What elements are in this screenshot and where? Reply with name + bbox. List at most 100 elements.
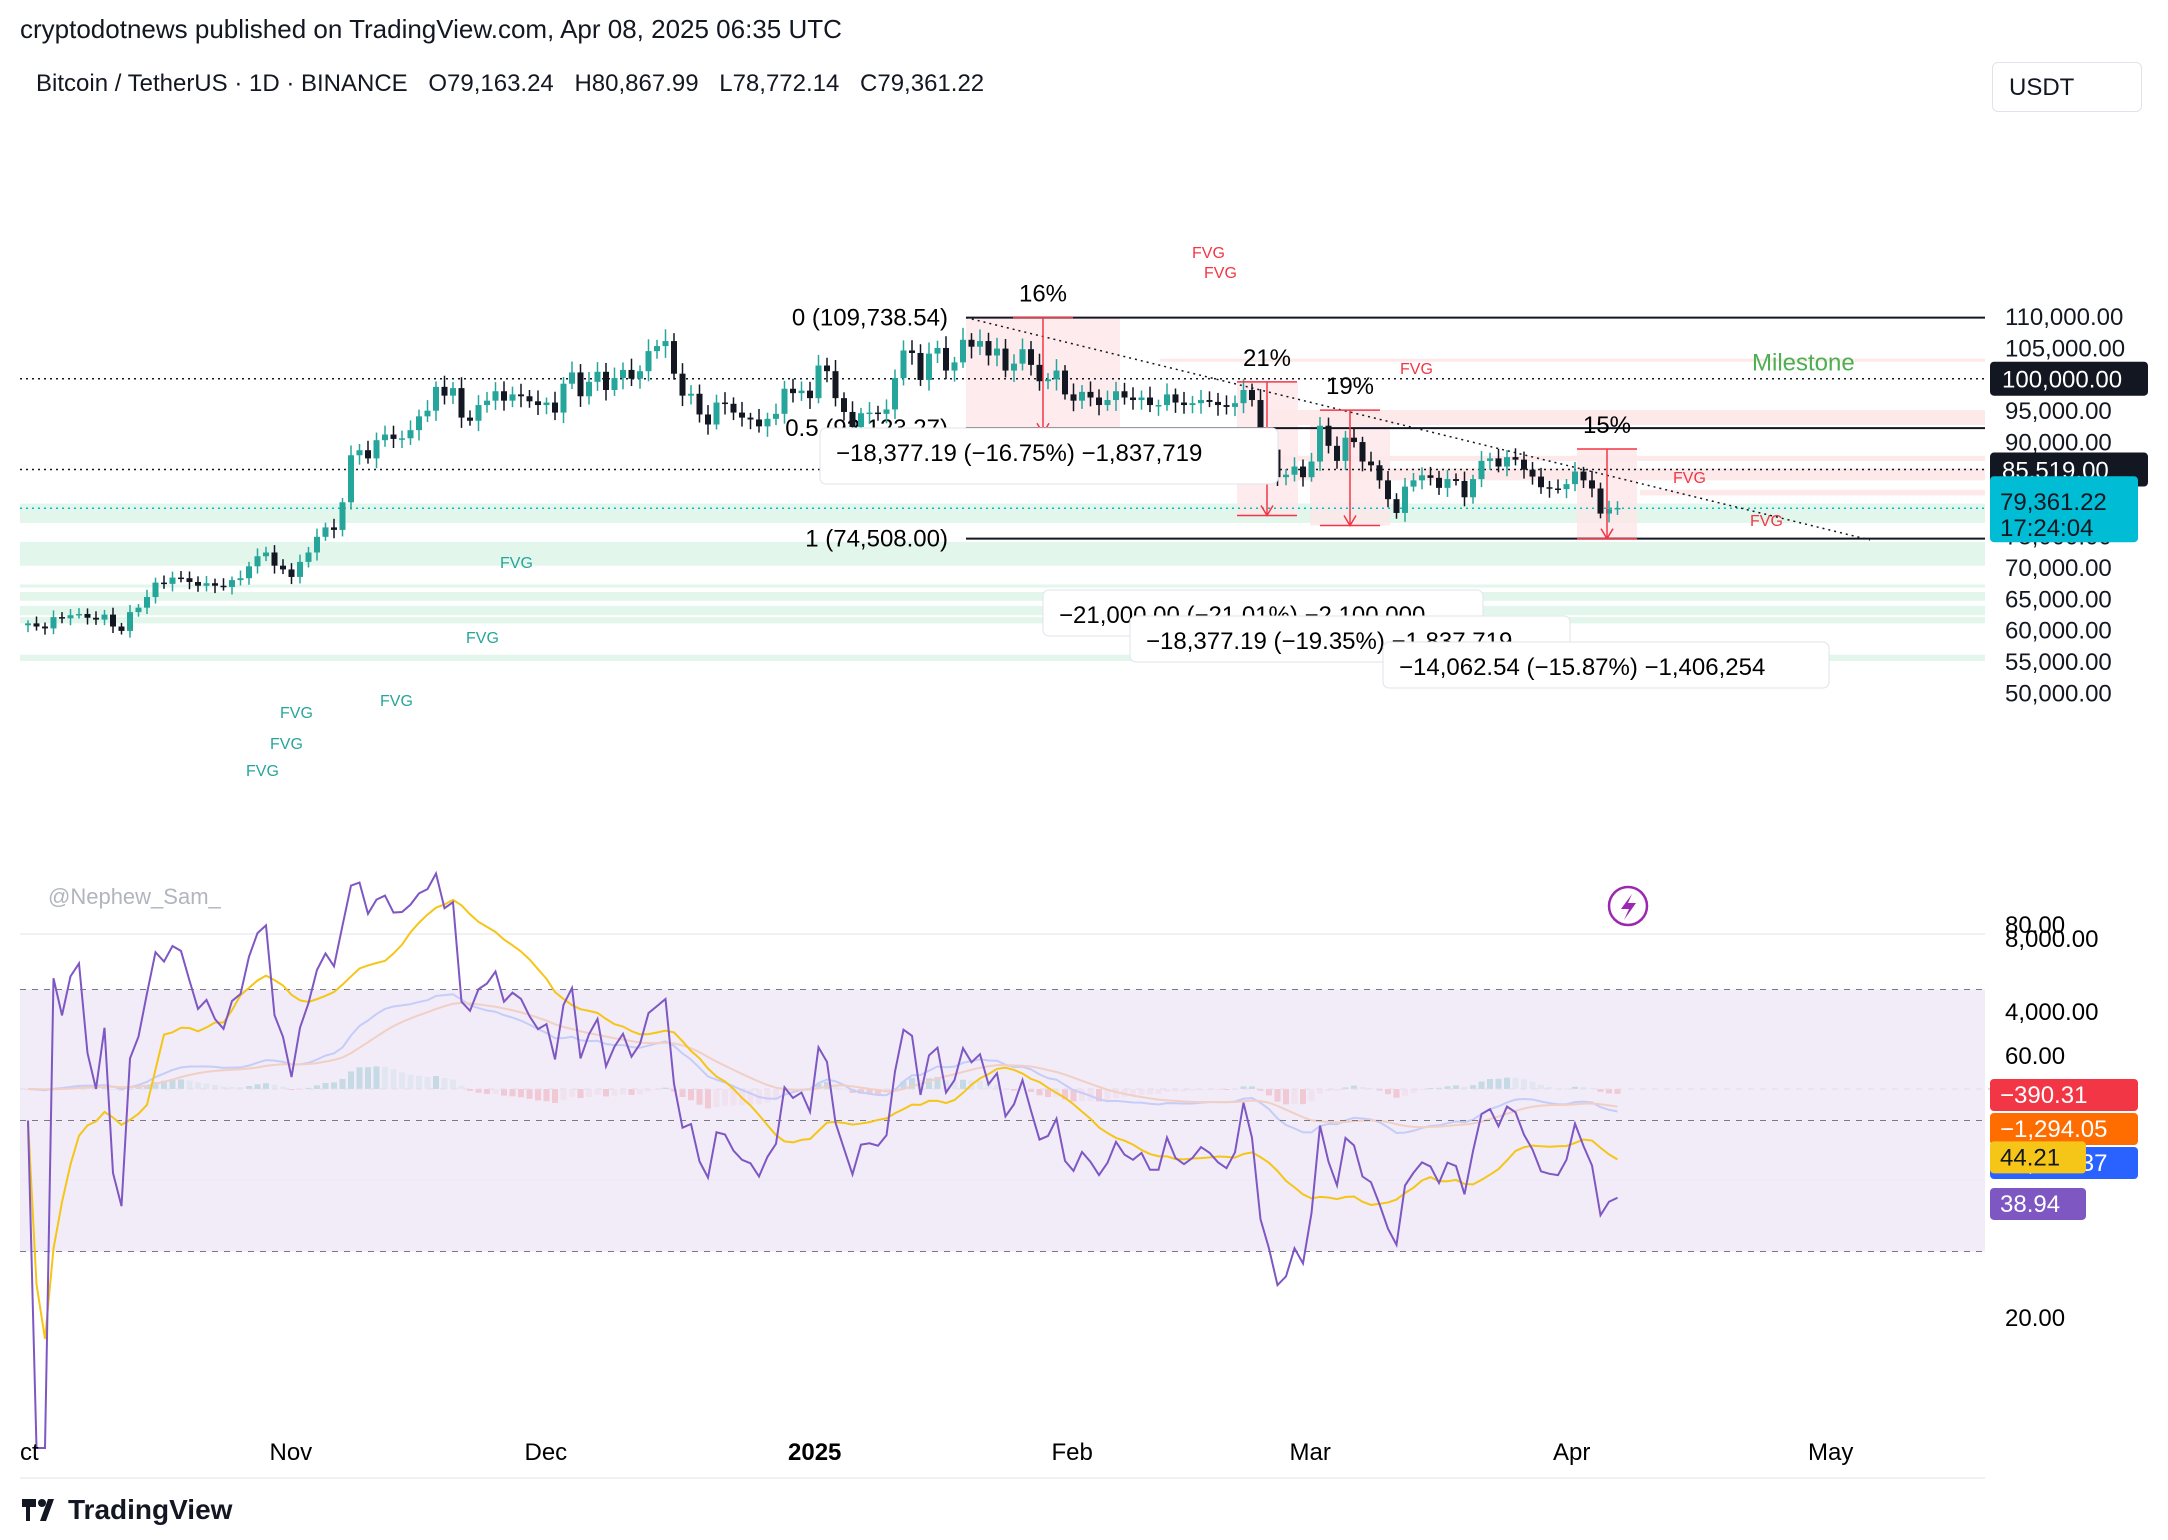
candle-body xyxy=(594,371,601,382)
fib-1-label: 1 (74,508.00) xyxy=(805,526,948,553)
candle-body xyxy=(1019,349,1026,364)
candle-body xyxy=(1104,400,1111,406)
candle-body xyxy=(331,527,337,530)
candle-body xyxy=(322,527,329,537)
fvg-label: FVG xyxy=(1192,245,1225,262)
candle-body xyxy=(662,341,669,347)
candle-body xyxy=(849,411,856,428)
currency-button[interactable]: USDT xyxy=(1992,62,2142,112)
price-axis-tick: 70,000.00 xyxy=(2005,555,2112,582)
candle-body xyxy=(1062,370,1068,395)
candle-body xyxy=(1223,405,1230,407)
time-axis-label: Dec xyxy=(525,1439,568,1466)
macd-histogram-tag-label: −390.31 xyxy=(2000,1082,2087,1109)
candle-body xyxy=(407,430,414,439)
candle-body xyxy=(229,580,235,587)
candle-body xyxy=(1572,471,1578,485)
watermark: @Nephew_Sam_ xyxy=(48,884,221,909)
candle-body xyxy=(50,617,57,629)
fvg-label: FVG xyxy=(280,705,313,722)
candle-body xyxy=(696,393,703,415)
candle-body xyxy=(1325,425,1332,446)
symbol-info: Bitcoin / TetherUS · 1D · BINANCE O79,16… xyxy=(36,70,998,98)
candle-body xyxy=(492,391,499,401)
candle-body xyxy=(1087,391,1094,398)
candle-body xyxy=(467,417,473,421)
candle-body xyxy=(747,417,754,420)
fvg-red-zone xyxy=(1270,410,1985,426)
publish-info: cryptodotnews published on TradingView.c… xyxy=(20,14,842,44)
rsi-ma-tag xyxy=(1990,1141,2086,1174)
candle-body xyxy=(152,582,159,598)
candle-body xyxy=(705,414,711,425)
fvg-label: FVG xyxy=(1204,265,1237,282)
candle-body xyxy=(1453,479,1459,481)
fvg-label: FVG xyxy=(1400,361,1433,378)
candle-body xyxy=(560,383,567,413)
candle-body xyxy=(475,405,482,421)
candle-body xyxy=(569,372,575,384)
drop-percent-label: 15% xyxy=(1583,412,1631,439)
candle-body xyxy=(815,365,822,399)
time-axis-label: ct xyxy=(20,1439,39,1466)
candle-body xyxy=(76,613,82,616)
candle-body xyxy=(1308,461,1315,478)
close-value: C79,361.22 xyxy=(860,70,985,97)
candle-body xyxy=(739,412,745,418)
candle-body xyxy=(433,386,439,411)
price-tag xyxy=(1990,361,2148,396)
price-axis-tick: 55,000.00 xyxy=(2005,649,2112,676)
high-value: H80,867.99 xyxy=(574,70,699,97)
fvg-green-zone xyxy=(20,654,1985,662)
milestone-label: Milestone xyxy=(1752,350,1855,377)
fvg-label: FVG xyxy=(500,555,533,572)
low-value: L78,772.14 xyxy=(719,70,840,97)
candle-body xyxy=(59,617,65,619)
candle-body xyxy=(144,597,150,608)
price-axis-tick: 50,000.00 xyxy=(2005,680,2112,707)
candle-body xyxy=(620,369,626,379)
measurement-info-text: −18,377.19 (−16.75%) −1,837,719 xyxy=(836,440,1202,467)
candle-body xyxy=(135,607,142,613)
candle-body xyxy=(1300,466,1306,478)
open-value: O79,163.24 xyxy=(428,70,554,97)
current-price-tag xyxy=(1990,476,2138,543)
tradingview-brand[interactable]: TradingView xyxy=(20,1494,232,1526)
price-axis-tick: 60,000.00 xyxy=(2005,618,2112,645)
candle-body xyxy=(1487,458,1493,461)
symbol-name[interactable]: Bitcoin / TetherUS · 1D · BINANCE xyxy=(36,70,408,97)
candle-body xyxy=(212,583,218,586)
candle-body xyxy=(730,403,737,413)
candle-body xyxy=(1291,466,1298,475)
macd-axis-tick: 4,000.00 xyxy=(2005,999,2098,1026)
countdown-label: 17:24:04 xyxy=(2000,515,2093,542)
candle-body xyxy=(977,341,983,347)
candle-body xyxy=(1427,475,1434,478)
candle-body xyxy=(305,552,312,562)
signal-value-tag xyxy=(1990,1113,2138,1145)
candle-body xyxy=(118,626,125,631)
candle-body xyxy=(280,565,286,570)
candle-body xyxy=(713,402,720,425)
measurement-info-box xyxy=(819,427,1279,485)
candle-body xyxy=(892,378,898,410)
candle-body xyxy=(688,393,694,396)
rsi-ma-line xyxy=(27,898,1619,1339)
candle-body xyxy=(1606,509,1612,514)
candle-body xyxy=(399,438,405,440)
candle-body xyxy=(1359,442,1366,462)
candle-body xyxy=(1546,487,1553,489)
measurement-info-box xyxy=(1382,641,1830,689)
candle-body xyxy=(84,613,91,618)
candle-body xyxy=(1555,488,1561,490)
candle-body xyxy=(951,362,958,371)
candle-body xyxy=(943,347,949,371)
candle-body xyxy=(934,347,941,354)
candle-body xyxy=(373,440,380,459)
candle-body xyxy=(841,398,847,412)
time-axis-label: Feb xyxy=(1052,1439,1093,1466)
candle-body xyxy=(220,585,227,588)
candle-body xyxy=(390,434,397,439)
candle-body xyxy=(1368,461,1374,466)
